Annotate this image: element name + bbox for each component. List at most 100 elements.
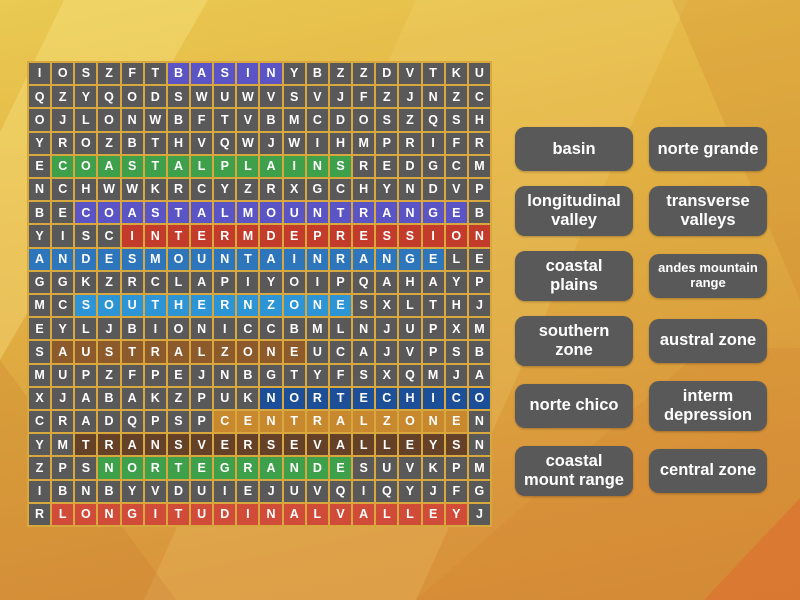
grid-cell[interactable]: A <box>353 503 375 525</box>
grid-cell[interactable]: D <box>260 225 282 247</box>
grid-cell[interactable]: T <box>144 295 166 317</box>
grid-cell[interactable]: L <box>75 318 97 340</box>
grid-cell[interactable]: V <box>399 63 421 85</box>
grid-cell[interactable]: T <box>144 155 166 177</box>
grid-cell[interactable]: L <box>376 434 398 456</box>
grid-cell[interactable]: C <box>260 318 282 340</box>
grid-cell[interactable]: E <box>399 434 421 456</box>
grid-cell[interactable]: N <box>306 295 328 317</box>
grid-cell[interactable]: A <box>191 202 213 224</box>
grid-cell[interactable]: M <box>422 364 444 386</box>
grid-cell[interactable]: Y <box>29 132 51 154</box>
grid-cell[interactable]: O <box>121 86 143 108</box>
grid-cell[interactable]: E <box>237 411 259 433</box>
grid-cell[interactable]: L <box>75 109 97 131</box>
grid-cell[interactable]: G <box>121 503 143 525</box>
grid-cell[interactable]: Y <box>283 63 305 85</box>
grid-cell[interactable]: K <box>75 271 97 293</box>
grid-cell[interactable]: W <box>237 132 259 154</box>
grid-cell[interactable]: P <box>422 318 444 340</box>
grid-cell[interactable]: Q <box>29 86 51 108</box>
grid-cell[interactable]: K <box>144 387 166 409</box>
grid-cell[interactable]: V <box>144 480 166 502</box>
grid-cell[interactable]: N <box>260 341 282 363</box>
grid-cell[interactable]: F <box>445 480 467 502</box>
grid-cell[interactable]: Z <box>98 364 120 386</box>
grid-cell[interactable]: S <box>445 341 467 363</box>
grid-cell[interactable]: O <box>98 202 120 224</box>
grid-cell[interactable]: E <box>445 411 467 433</box>
grid-cell[interactable]: V <box>237 109 259 131</box>
grid-cell[interactable]: A <box>98 155 120 177</box>
grid-cell[interactable]: L <box>445 248 467 270</box>
grid-cell[interactable]: J <box>260 480 282 502</box>
grid-cell[interactable]: L <box>353 434 375 456</box>
grid-cell[interactable]: S <box>376 109 398 131</box>
grid-cell[interactable]: I <box>283 248 305 270</box>
grid-cell[interactable]: E <box>422 248 444 270</box>
grid-cell[interactable]: T <box>75 434 97 456</box>
grid-cell[interactable]: G <box>260 364 282 386</box>
word-button-central-zone[interactable]: central zone <box>649 448 767 493</box>
grid-cell[interactable]: M <box>468 155 490 177</box>
grid-cell[interactable]: P <box>52 457 74 479</box>
grid-cell[interactable]: N <box>468 225 490 247</box>
grid-cell[interactable]: Y <box>75 86 97 108</box>
grid-cell[interactable]: X <box>29 387 51 409</box>
grid-cell[interactable]: C <box>329 179 352 201</box>
grid-cell[interactable]: R <box>121 271 143 293</box>
grid-cell[interactable]: Y <box>121 480 143 502</box>
grid-cell[interactable]: N <box>353 318 375 340</box>
grid-cell[interactable]: J <box>329 86 352 108</box>
grid-cell[interactable]: Z <box>98 271 120 293</box>
grid-cell[interactable]: D <box>306 457 328 479</box>
grid-cell[interactable]: A <box>75 387 97 409</box>
grid-cell[interactable]: R <box>306 387 328 409</box>
grid-cell[interactable]: Z <box>98 132 120 154</box>
grid-cell[interactable]: J <box>399 86 421 108</box>
grid-cell[interactable]: N <box>283 457 305 479</box>
grid-cell[interactable]: Q <box>422 109 444 131</box>
grid-cell[interactable]: F <box>329 364 352 386</box>
grid-cell[interactable]: M <box>29 364 51 386</box>
grid-cell[interactable]: J <box>52 387 74 409</box>
grid-cell[interactable]: A <box>121 202 143 224</box>
grid-cell[interactable]: S <box>167 86 190 108</box>
grid-cell[interactable]: I <box>29 480 51 502</box>
grid-cell[interactable]: R <box>306 411 328 433</box>
grid-cell[interactable]: U <box>121 295 143 317</box>
grid-cell[interactable]: E <box>191 457 213 479</box>
grid-cell[interactable]: U <box>283 202 305 224</box>
grid-cell[interactable]: C <box>376 387 398 409</box>
grid-cell[interactable]: J <box>376 318 398 340</box>
grid-cell[interactable]: A <box>260 248 282 270</box>
grid-cell[interactable]: Y <box>399 480 421 502</box>
word-button-norte-grande[interactable]: norte grande <box>649 127 767 171</box>
grid-cell[interactable]: O <box>75 132 97 154</box>
grid-cell[interactable]: B <box>98 387 120 409</box>
grid-cell[interactable]: L <box>52 503 74 525</box>
grid-cell[interactable]: B <box>167 109 190 131</box>
grid-cell[interactable]: R <box>167 179 190 201</box>
grid-cell[interactable]: W <box>283 132 305 154</box>
grid-cell[interactable]: Z <box>52 86 74 108</box>
grid-cell[interactable]: M <box>237 225 259 247</box>
grid-cell[interactable]: S <box>445 434 467 456</box>
word-button-transverse-valleys[interactable]: transverse valleys <box>649 186 767 236</box>
grid-cell[interactable]: W <box>237 86 259 108</box>
grid-cell[interactable]: N <box>260 411 282 433</box>
grid-cell[interactable]: N <box>306 155 328 177</box>
grid-cell[interactable]: T <box>283 411 305 433</box>
grid-cell[interactable]: I <box>121 225 143 247</box>
grid-cell[interactable]: L <box>353 411 375 433</box>
grid-cell[interactable]: E <box>191 225 213 247</box>
grid-cell[interactable]: E <box>167 364 190 386</box>
grid-cell[interactable]: Z <box>376 86 398 108</box>
grid-cell[interactable]: C <box>329 341 352 363</box>
grid-cell[interactable]: O <box>52 63 74 85</box>
grid-cell[interactable]: O <box>98 295 120 317</box>
grid-cell[interactable]: A <box>329 434 352 456</box>
grid-cell[interactable]: P <box>468 271 490 293</box>
grid-cell[interactable]: H <box>167 295 190 317</box>
grid-cell[interactable]: R <box>98 434 120 456</box>
